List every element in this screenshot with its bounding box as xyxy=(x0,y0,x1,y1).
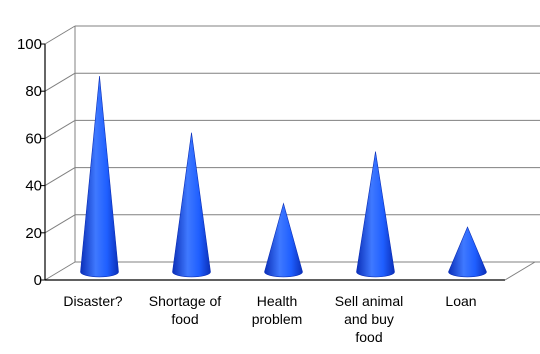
x-tick-label: Loan xyxy=(445,293,476,309)
grid-diagonal xyxy=(44,119,76,139)
grid-diagonal xyxy=(44,25,76,45)
y-tick-label: 100 xyxy=(17,36,42,53)
x-tick-label: Health problem xyxy=(252,293,303,327)
y-tick-label: 80 xyxy=(25,83,42,100)
cone-body xyxy=(172,132,211,278)
x-tick-label: Disaster? xyxy=(63,293,122,309)
cone-mark xyxy=(264,202,303,278)
cone-series xyxy=(80,75,487,278)
grid-diagonal xyxy=(44,261,76,281)
cone-body xyxy=(80,75,119,278)
cone-mark xyxy=(356,151,395,278)
y-tick-label: 60 xyxy=(25,130,42,147)
plot-frame xyxy=(44,25,540,281)
cone-body xyxy=(356,151,395,278)
grid-diagonal xyxy=(44,214,76,234)
grid-diagonal xyxy=(44,72,76,92)
cone-mark xyxy=(448,226,487,278)
y-tick-label: 40 xyxy=(25,178,42,195)
y-tick-label: 20 xyxy=(25,225,42,242)
x-axis-labels: Disaster? Shortage of food Health problem Sel… xyxy=(63,293,476,345)
cone-mark xyxy=(80,75,119,278)
x-tick-label: Sell animal and buy food xyxy=(335,293,403,345)
y-tick-label: 0 xyxy=(34,272,42,289)
y-axis-ticks: 0 20 40 60 80 100 xyxy=(17,36,45,289)
cone-body xyxy=(448,226,487,278)
grid-diagonal xyxy=(44,167,76,187)
cone-mark xyxy=(172,132,211,278)
cone-body xyxy=(264,202,303,278)
floor-right-edge xyxy=(504,261,536,281)
x-tick-label: Shortage of food xyxy=(149,293,221,327)
